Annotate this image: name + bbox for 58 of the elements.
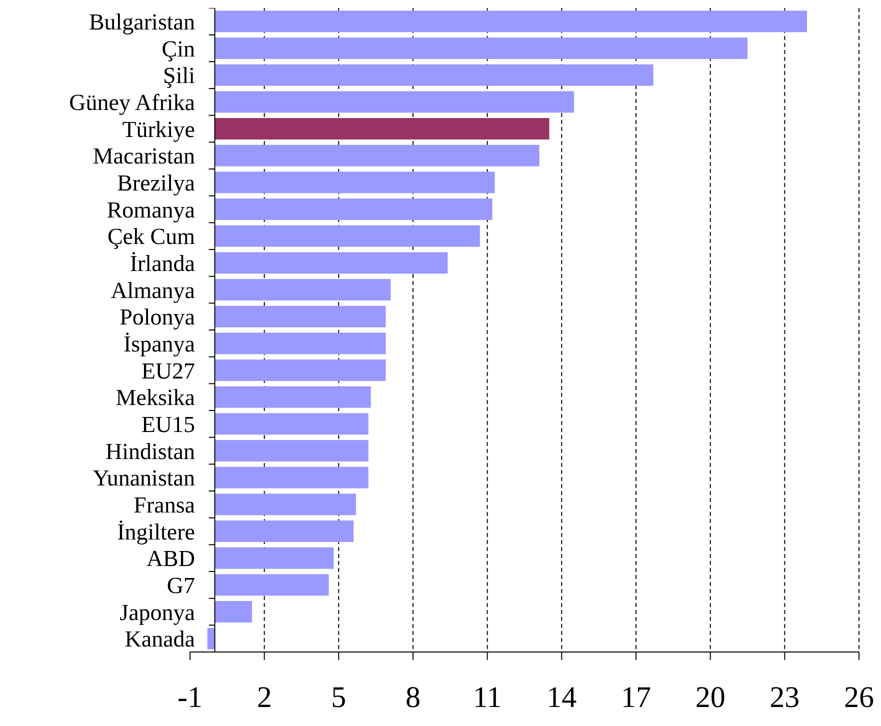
bar bbox=[214, 466, 368, 488]
y-tick-label: Romanya bbox=[106, 197, 195, 222]
y-tick-label: Çek Cum bbox=[107, 224, 196, 250]
y-tick-label: Meksika bbox=[116, 385, 195, 410]
y-tick-label: Fransa bbox=[134, 492, 195, 518]
y-tick-label: Brezilya bbox=[117, 170, 195, 196]
y-tick-label: Güney Afrika bbox=[69, 90, 195, 115]
y-tick-label: İspanya bbox=[123, 331, 195, 356]
bar bbox=[214, 520, 354, 542]
y-tick-label: Macaristan bbox=[92, 144, 196, 169]
y-tick-label: EU15 bbox=[141, 412, 195, 437]
x-tick-label: 8 bbox=[406, 681, 420, 714]
y-tick-label: Çin bbox=[162, 36, 196, 62]
y-tick-label: Yunanistan bbox=[92, 466, 196, 491]
bar bbox=[214, 198, 492, 220]
y-tick-label: Polonya bbox=[120, 304, 195, 330]
x-tick-label: 17 bbox=[621, 681, 651, 714]
y-tick-label: İngiltere bbox=[117, 519, 195, 544]
bar bbox=[214, 64, 654, 86]
y-tick-label: İrlanda bbox=[130, 250, 195, 276]
bar bbox=[207, 628, 215, 650]
bar bbox=[214, 252, 448, 274]
bar bbox=[214, 118, 550, 140]
bar bbox=[214, 413, 368, 435]
y-tick-label: G7 bbox=[166, 572, 195, 598]
x-tick-label: 20 bbox=[695, 681, 726, 714]
bar bbox=[214, 574, 329, 596]
bar bbox=[214, 306, 386, 328]
bar bbox=[214, 91, 574, 113]
x-tick-label: 2 bbox=[256, 681, 272, 714]
y-tick-label: Kanada bbox=[124, 626, 195, 652]
y-tick-label: Japonya bbox=[120, 600, 195, 625]
y-tick-label: Almanya bbox=[110, 278, 195, 303]
x-tick-label: 23 bbox=[770, 681, 800, 714]
bar bbox=[214, 601, 252, 622]
y-tick-label: ABD bbox=[146, 546, 195, 572]
y-tick-label: EU27 bbox=[141, 358, 195, 384]
bar bbox=[214, 547, 334, 569]
y-tick-label: Şili bbox=[163, 63, 195, 88]
bar bbox=[214, 332, 386, 354]
x-tick-label: -1 bbox=[178, 681, 202, 714]
bar bbox=[214, 386, 371, 408]
bar bbox=[214, 225, 480, 247]
x-tick-label: 26 bbox=[844, 681, 874, 714]
bar bbox=[214, 144, 540, 166]
y-tick-label: Türkiye bbox=[122, 116, 195, 142]
bar bbox=[214, 279, 391, 300]
x-tick-label: 14 bbox=[546, 681, 577, 714]
bar bbox=[214, 38, 748, 59]
bar bbox=[214, 360, 386, 381]
bar bbox=[214, 172, 495, 194]
x-tick-label: 11 bbox=[472, 681, 502, 714]
bar bbox=[214, 10, 807, 32]
bar bbox=[214, 494, 356, 516]
bar bbox=[214, 440, 368, 462]
y-tick-label: Bulgaristan bbox=[88, 9, 196, 34]
y-tick-label: Hindistan bbox=[106, 438, 196, 464]
x-tick-label: 5 bbox=[331, 681, 346, 714]
